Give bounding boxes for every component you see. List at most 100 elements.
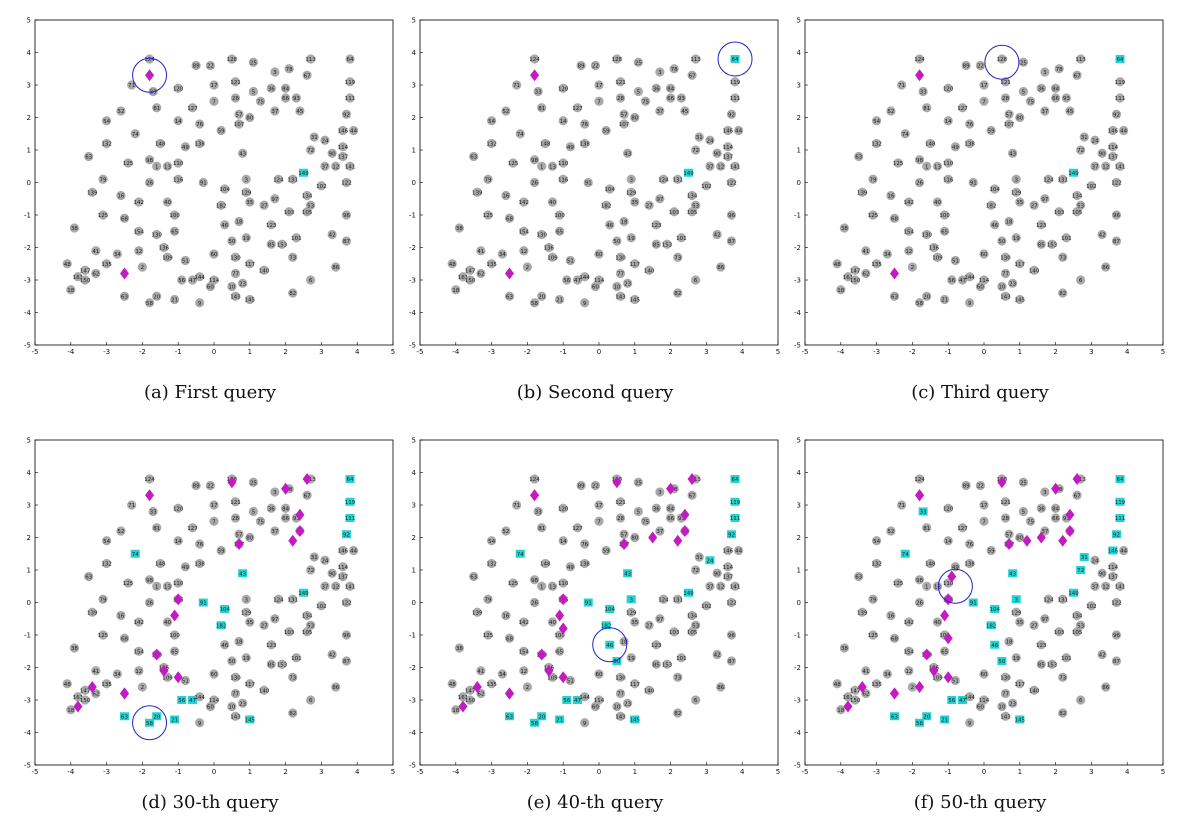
data-point-marker: [345, 54, 355, 64]
data-point-marker: [1111, 210, 1122, 220]
data-point-label: 124: [914, 477, 925, 483]
data-point-marker: [152, 581, 162, 591]
data-point-marker: [558, 83, 568, 93]
selected-diamond-marker: [537, 648, 547, 661]
data-point-label: 128: [227, 57, 238, 63]
y-tick-label: 1: [412, 147, 416, 155]
panel-c: -5 -4 -3 -2 -1 0 1 2 3 4 5 -5 -4 -3 -2 -1 0 1 2 3 4 5 124 128 25…: [785, 10, 1175, 410]
data-point-label: 125: [508, 581, 519, 587]
data-point-marker: [580, 539, 590, 549]
x-tick-label: -2: [139, 348, 146, 355]
data-point-label: 19: [1013, 236, 1020, 242]
data-point-label: 105: [687, 210, 698, 216]
data-point-label: 50: [613, 239, 620, 245]
data-point-label: 35: [246, 200, 253, 206]
data-point-label: 43: [1009, 151, 1016, 157]
data-point-marker: [914, 54, 925, 64]
data-point-label: 23: [624, 701, 631, 707]
data-point-marker: [255, 516, 266, 526]
data-point-label: 23: [624, 281, 631, 287]
data-point-label: 96: [728, 213, 735, 219]
data-point-marker: [519, 646, 529, 656]
data-point-marker: [555, 294, 565, 305]
data-point-label: 14: [945, 539, 952, 545]
data-point-label: 111: [1115, 96, 1126, 102]
data-point-label: 10: [998, 285, 1005, 291]
data-point-label: 147: [850, 268, 861, 274]
queried-point-marker: [145, 718, 155, 727]
data-point-label: 47: [574, 278, 581, 284]
data-point-label: 43: [624, 571, 631, 577]
data-point-marker: [281, 513, 291, 523]
data-point-label: 5: [637, 510, 641, 516]
data-point-label: 3: [244, 177, 248, 183]
data-point-label: 104: [989, 187, 1000, 193]
data-point-label: 18: [621, 220, 628, 226]
data-point-label: 91: [585, 601, 592, 607]
data-point-marker: [1072, 70, 1082, 80]
data-point-marker: [349, 545, 359, 556]
data-point-marker: [515, 129, 525, 139]
data-point-marker: [673, 288, 683, 298]
data-point-marker: [1008, 278, 1018, 288]
queried-point-marker: [130, 549, 140, 558]
data-point-label: 44: [1120, 549, 1127, 555]
selected-diamond-marker: [505, 267, 514, 280]
data-point-marker: [1111, 109, 1122, 119]
data-point-label: 130: [615, 255, 626, 261]
x-tick-label: -4: [452, 348, 460, 355]
data-point-marker: [469, 151, 479, 162]
data-point-label: 92: [1113, 532, 1120, 538]
data-point-marker: [676, 653, 686, 663]
data-point-marker: [730, 581, 740, 591]
data-point-label: 60: [596, 252, 603, 258]
data-point-marker: [1061, 93, 1071, 103]
x-tick-label: -5: [417, 348, 424, 355]
data-point-marker: [1108, 142, 1118, 152]
data-point-marker: [234, 109, 244, 119]
data-point-marker: [540, 558, 550, 569]
data-point-label: 97: [1041, 197, 1048, 203]
data-point-marker: [932, 161, 943, 171]
data-point-label: 123: [651, 643, 662, 649]
data-point-marker: [854, 151, 864, 162]
data-point-marker: [1111, 630, 1122, 640]
data-point-label: 71: [128, 83, 135, 89]
data-point-label: 63: [891, 714, 898, 720]
data-point-marker: [850, 695, 860, 705]
data-point-marker: [205, 281, 216, 292]
data-point-marker: [1043, 174, 1054, 184]
data-point-marker: [572, 103, 583, 113]
data-point-label: 101: [676, 236, 687, 242]
data-point-label: 12: [717, 164, 724, 170]
data-point-marker: [730, 77, 740, 87]
data-point-label: 7: [212, 99, 216, 105]
data-point-label: 102: [701, 184, 712, 190]
data-point-label: 84: [667, 86, 674, 92]
y-tick-label: 2: [797, 114, 801, 122]
data-point-label: 12: [905, 249, 912, 255]
data-point-label: 100: [939, 633, 950, 639]
data-point-label: 122: [341, 601, 352, 607]
data-point-marker: [932, 252, 943, 262]
data-point-marker: [943, 536, 953, 546]
data-point-label: 89: [578, 484, 585, 490]
data-point-marker: [465, 685, 475, 695]
y-tick-label: -4: [409, 309, 417, 317]
data-point-label: 64: [1117, 57, 1124, 63]
data-point-label: 114: [338, 145, 349, 151]
data-point-marker: [306, 275, 316, 285]
data-point-marker: [1000, 688, 1011, 699]
data-point-marker: [868, 210, 878, 220]
panel-caption: (c) Third query: [911, 382, 1049, 403]
data-point-label: 31: [311, 135, 318, 141]
data-point-label: 38: [841, 646, 848, 652]
data-point-marker: [73, 272, 83, 282]
data-point-marker: [123, 578, 133, 588]
data-point-marker: [1000, 513, 1011, 523]
data-point-label: 129: [241, 190, 252, 196]
data-point-marker: [658, 174, 669, 184]
data-point-label: 16: [502, 194, 509, 200]
data-point-label: 124: [1043, 597, 1054, 603]
data-point-label: 140: [1029, 268, 1040, 274]
